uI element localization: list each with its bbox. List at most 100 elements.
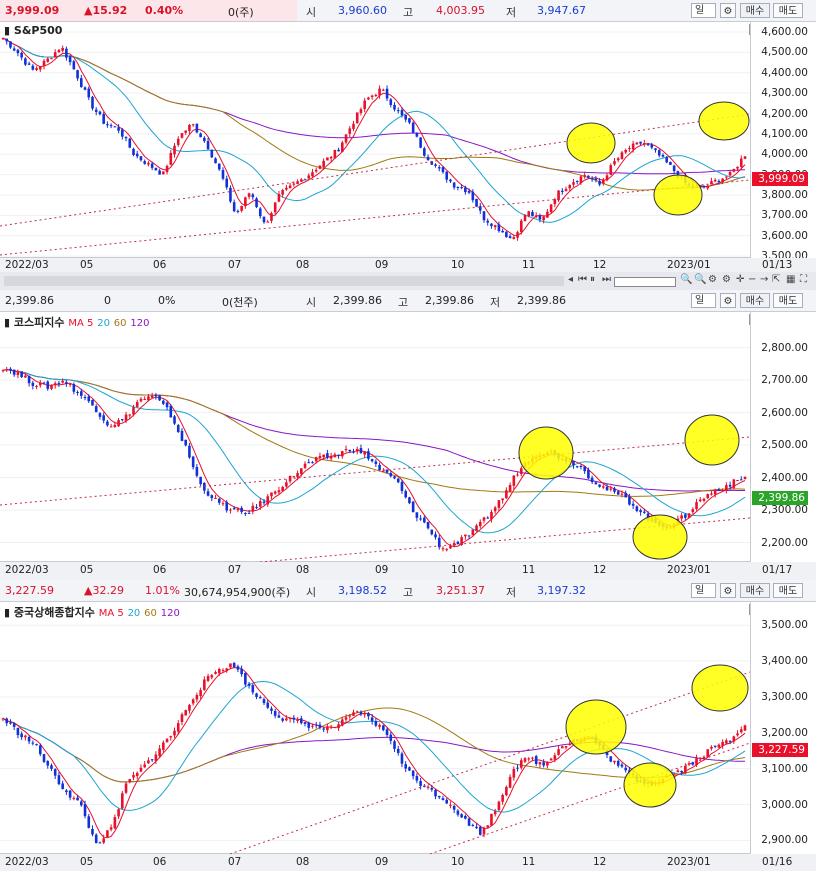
trendline (0, 436, 750, 506)
config-icon[interactable]: ⚙ (708, 274, 717, 285)
candle-body (232, 202, 236, 212)
candle-body (497, 224, 501, 232)
high-value: 3,251.37 (436, 584, 485, 597)
minus-icon[interactable]: − (748, 274, 757, 285)
y-tick-label: 3,600.00 (761, 229, 808, 242)
settings-icon[interactable]: ⚙ (720, 583, 736, 598)
candle-body (225, 668, 229, 671)
candle-body (251, 505, 255, 512)
candle-body (542, 762, 545, 766)
candle-body (266, 221, 270, 223)
x-tick-label: 10 (451, 856, 465, 868)
scroll-left-icon[interactable]: ◂ (568, 274, 574, 285)
candle-body (132, 407, 135, 415)
candle-body (430, 529, 434, 535)
candle-body (38, 745, 42, 755)
candle-body (367, 97, 370, 100)
expand-icon[interactable]: ⇱ (772, 274, 781, 285)
candle-body (531, 212, 534, 217)
candle-body (713, 489, 717, 495)
candle-body (449, 545, 452, 549)
candle-body (162, 171, 165, 175)
candle-body (467, 818, 471, 826)
candle-body (594, 178, 598, 180)
scroll-first-icon[interactable]: ⏮ (578, 274, 587, 285)
y-tick-label: 2,500.00 (761, 439, 808, 452)
candle-body (270, 213, 273, 221)
pause-icon[interactable]: ⏸ (590, 274, 595, 285)
candle-body (557, 190, 560, 201)
period-select[interactable]: 일 (691, 583, 716, 598)
candle-body (676, 770, 680, 773)
candle-body (382, 725, 385, 731)
crosshair-icon[interactable]: ✛ (736, 274, 745, 285)
candle-body (490, 813, 493, 826)
candle-body (374, 461, 378, 465)
candle-body (251, 194, 255, 198)
scroll-last-icon[interactable]: ⏭ (602, 274, 611, 285)
candle-body (314, 169, 318, 172)
period-select[interactable]: 일 (691, 293, 716, 308)
candle-body (609, 488, 613, 490)
candle-body (713, 745, 717, 747)
candle-body (505, 231, 508, 238)
candle-body (370, 459, 374, 462)
candle-body (367, 451, 370, 459)
candle-body (348, 715, 352, 717)
candle-body (57, 775, 61, 785)
gridlines (0, 347, 750, 544)
price: 3,999.09 (5, 4, 60, 17)
candle-body (631, 503, 635, 506)
candle-body (98, 842, 102, 844)
sell-button[interactable]: 매도 (773, 293, 803, 308)
chart-scrollbar[interactable]: ◂ ⏮ ⏸ ⏭ 🔍 🔍 ⚙ ⚙ ✛ − → ⇱ ▦ ⛶ (0, 272, 816, 290)
candle-body (549, 204, 553, 213)
hl-target (691, 664, 749, 712)
candle-body (404, 491, 407, 498)
candle-body (378, 464, 381, 470)
open-value: 2,399.86 (333, 294, 382, 307)
sell-button[interactable]: 매도 (773, 583, 803, 598)
zoom-slider[interactable] (614, 277, 676, 287)
settings-icon[interactable]: ⚙ (722, 274, 731, 285)
period-select[interactable]: 일 (691, 3, 716, 18)
zoom-in-icon[interactable]: 🔍 (694, 274, 707, 285)
sell-button[interactable]: 매도 (773, 3, 803, 18)
candle-body (344, 134, 348, 143)
candle-body (184, 439, 188, 446)
candle-body (143, 161, 146, 164)
candle-body (314, 724, 318, 726)
arrow-icon[interactable]: → (760, 274, 769, 285)
buy-button[interactable]: 매수 (740, 293, 770, 308)
buy-button[interactable]: 매수 (740, 583, 770, 598)
candle-body (285, 482, 288, 487)
candle-body (121, 793, 124, 809)
grid-icon[interactable]: ▦ (786, 274, 796, 285)
candle-body (184, 130, 188, 133)
candle-body (50, 58, 53, 60)
candle-body (135, 401, 139, 407)
candle-body (560, 746, 564, 749)
x-end-label: 01/16 (762, 856, 793, 868)
candle-body (292, 717, 296, 720)
shanghai-x-axis: 2022/03 05 06 07 08 09 10 11 12 2023/01 01/16 (0, 854, 816, 871)
settings-icon[interactable]: ⚙ (720, 293, 736, 308)
candle-body (389, 99, 393, 106)
candle-body (311, 172, 314, 177)
candle-body (87, 396, 91, 402)
buy-button[interactable]: 매수 (740, 3, 770, 18)
candle-body (721, 741, 724, 746)
candle-body (415, 776, 419, 781)
settings-icon[interactable]: ⚙ (720, 3, 736, 18)
chart-title: ▮ 코스피지수 MA 5 20 60 120 (4, 316, 150, 329)
candle-body (594, 482, 598, 485)
candle-body (710, 746, 713, 749)
candle-body (273, 491, 277, 494)
zoom-out-icon[interactable]: 🔍 (680, 274, 693, 285)
candle-body (501, 230, 504, 233)
candle-body (270, 492, 273, 497)
fullscreen-icon[interactable]: ⛶ (800, 274, 807, 285)
candle-body (572, 182, 575, 185)
candle-body (113, 126, 117, 128)
candle-body (624, 150, 627, 153)
